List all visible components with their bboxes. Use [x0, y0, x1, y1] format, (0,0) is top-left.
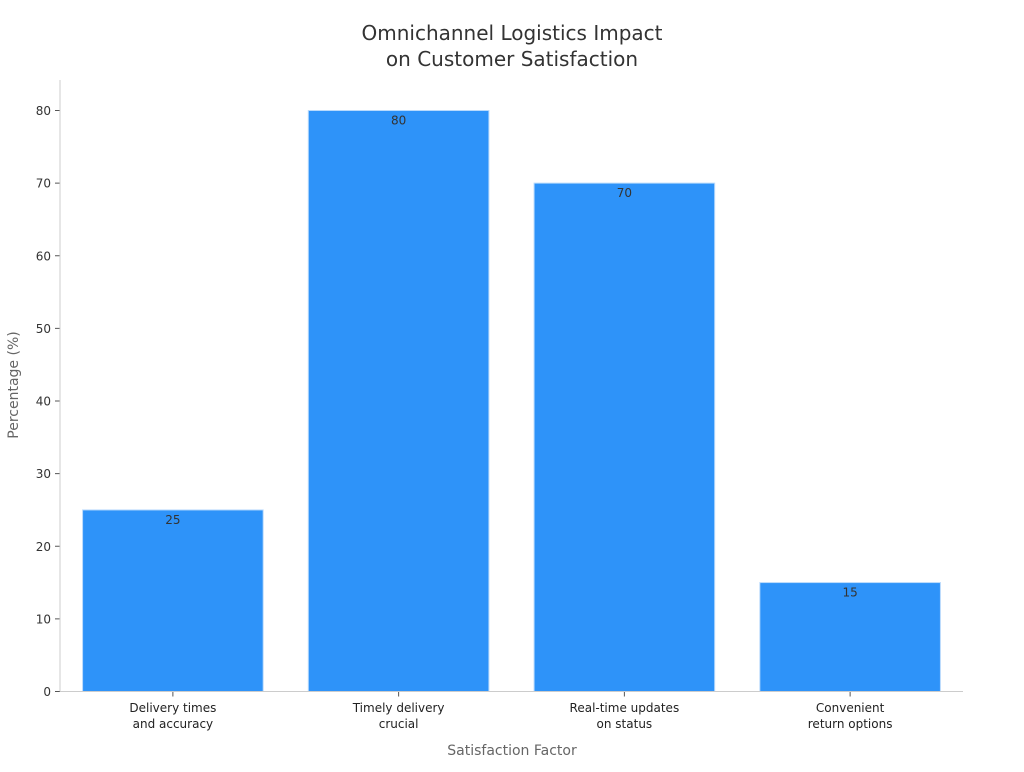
x-axis-label: Satisfaction Factor — [447, 743, 577, 759]
x-tick-label: crucial — [379, 717, 419, 731]
chart-title-line-2: on Customer Satisfaction — [386, 47, 638, 71]
x-tick-label: return options — [808, 717, 893, 731]
x-tick-label: Timely delivery — [352, 701, 445, 715]
x-tick-label: Delivery times — [129, 701, 216, 715]
bar-data-label: 80 — [391, 114, 406, 128]
y-tick-label: 80 — [36, 104, 51, 118]
x-tick-label: on status — [597, 717, 653, 731]
x-tick-label: and accuracy — [133, 717, 214, 731]
y-tick-label: 50 — [36, 322, 51, 336]
x-tick-label: Real-time updates — [570, 701, 680, 715]
y-tick-label: 0 — [43, 685, 51, 699]
bar — [759, 582, 941, 692]
y-tick-label: 20 — [36, 540, 51, 554]
chart-title-line-1: Omnichannel Logistics Impact — [362, 21, 663, 45]
bar — [82, 509, 264, 692]
y-tick-label: 40 — [36, 395, 51, 409]
bar-data-label: 70 — [617, 186, 632, 200]
bar — [307, 110, 490, 692]
y-tick-label: 70 — [36, 177, 51, 191]
bar — [533, 182, 716, 692]
bar-data-label: 25 — [165, 513, 180, 527]
bar-data-label: 15 — [842, 586, 857, 600]
y-tick-label: 30 — [36, 467, 51, 481]
y-axis-label: Percentage (%) — [6, 331, 22, 438]
y-tick-label: 60 — [36, 249, 51, 263]
x-tick-label: Convenient — [816, 701, 885, 715]
y-tick-label: 10 — [36, 612, 51, 626]
